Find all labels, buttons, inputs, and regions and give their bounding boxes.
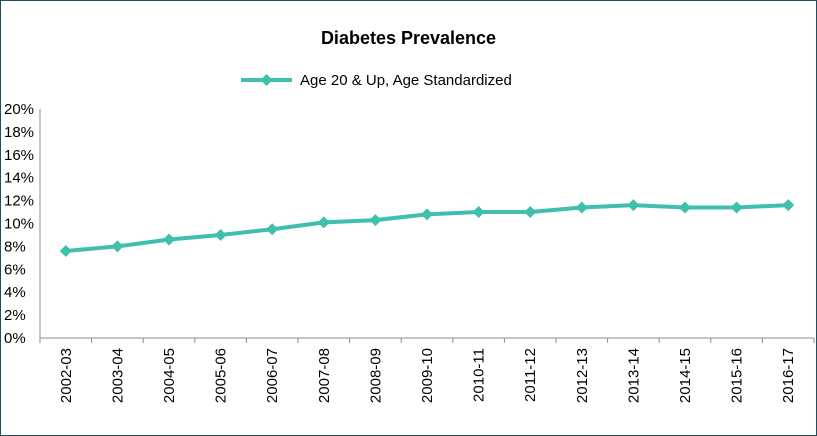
- legend: Age 20 & Up, Age Standardized: [241, 72, 512, 89]
- y-tick-label: 6%: [4, 261, 26, 278]
- y-tick-label: 16%: [4, 147, 34, 164]
- chart-title: Diabetes Prevalence: [320, 28, 497, 48]
- x-tick-label: 2010-11: [471, 348, 488, 402]
- data-point-marker: [524, 206, 537, 219]
- x-tick-label: 2004-05: [161, 348, 178, 403]
- x-tick-label: 2005-06: [213, 348, 230, 403]
- data-point-marker: [111, 240, 124, 253]
- x-tick-label: 2011-12: [522, 348, 539, 402]
- x-tick-label: 2013-14: [625, 348, 642, 403]
- x-tick-label: 2007-08: [316, 348, 333, 403]
- y-tick-label: 18%: [4, 124, 34, 141]
- data-point-marker: [782, 199, 795, 212]
- data-point-marker: [627, 199, 640, 212]
- y-tick-label: 2%: [4, 307, 26, 324]
- data-point-marker: [369, 214, 382, 227]
- y-tick-labels: 0% 2% 4% 6% 8% 10% 12% 14% 16% 18% 20%: [4, 101, 34, 347]
- data-point-marker: [472, 206, 485, 219]
- x-tick-label: 2016-17: [780, 348, 797, 403]
- x-tick-label: 2008-09: [367, 348, 384, 403]
- x-tick-label: 2006-07: [264, 348, 281, 403]
- y-tick-label: 14%: [4, 170, 34, 187]
- axes: [39, 109, 814, 339]
- x-tick-label: 2014-15: [677, 348, 694, 403]
- y-tick-label: 20%: [4, 101, 34, 118]
- data-point-marker: [163, 233, 175, 246]
- legend-marker: [260, 74, 273, 86]
- x-tick-label: 2003-04: [109, 348, 126, 403]
- data-point-marker: [266, 223, 279, 236]
- data-point-marker: [59, 244, 72, 257]
- x-tick-label: 2002-03: [58, 348, 75, 403]
- data-point-marker: [730, 201, 743, 214]
- data-point-marker: [214, 228, 227, 241]
- y-tick-label: 0%: [4, 330, 26, 347]
- data-point-marker: [317, 216, 330, 229]
- y-tick-label: 4%: [4, 284, 26, 301]
- data-point-marker: [679, 201, 691, 214]
- x-tick-label: 2009-10: [419, 348, 436, 403]
- legend-label: Age 20 & Up, Age Standardized: [300, 72, 512, 89]
- data-point-marker: [421, 208, 433, 221]
- series-group: [59, 199, 795, 257]
- x-tick-labels: 2002-03 2003-04 2004-05 2005-06 2006-07 2007-…: [39, 338, 815, 403]
- data-point-marker: [575, 201, 588, 214]
- y-tick-label: 8%: [4, 238, 26, 255]
- x-tick-label: 2012-13: [574, 348, 591, 403]
- y-tick-label: 10%: [4, 216, 34, 233]
- y-tick-label: 12%: [4, 193, 34, 210]
- x-tick-label: 2015-16: [729, 348, 746, 403]
